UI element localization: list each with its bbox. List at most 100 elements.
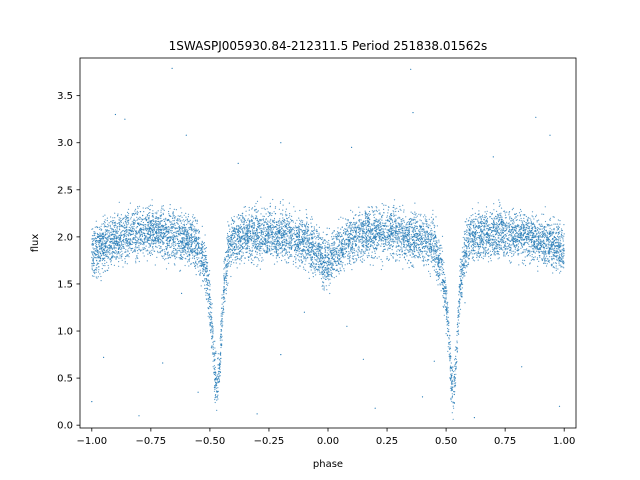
data-point [136,256,138,259]
data-point [125,249,127,251]
data-point [316,251,318,253]
data-point [379,222,381,225]
data-point [174,224,176,226]
data-point [437,284,439,286]
data-point [350,263,352,265]
data-point [114,242,116,245]
data-point [327,249,329,251]
data-point [195,241,197,243]
data-point [203,242,205,245]
data-point [318,226,320,228]
data-point [391,220,393,222]
data-point [138,205,141,207]
data-point [149,226,151,228]
data-point [158,223,160,225]
data-point [532,216,534,218]
data-point [338,251,340,254]
data-point [157,250,159,252]
data-point [359,241,361,243]
data-point [409,237,411,239]
data-point [498,232,500,234]
data-point [475,215,477,218]
data-point [121,255,123,258]
data-point [268,212,270,214]
data-point [198,242,200,245]
data-point [95,276,97,278]
data-point [148,215,150,217]
data-point [310,232,312,234]
data-point [437,278,439,281]
data-point [143,255,145,257]
data-point [383,228,385,230]
data-point [410,211,412,213]
data-point [296,247,299,249]
data-point [533,226,535,228]
data-point [161,207,163,209]
data-point [160,209,162,211]
data-point [278,226,280,229]
data-point [395,237,397,239]
data-point [549,224,551,227]
data-point [369,227,371,229]
data-point [432,213,434,215]
data-point [292,260,294,262]
data-point [526,219,528,221]
data-point [173,220,175,222]
data-point [184,234,186,236]
data-point [503,254,505,256]
data-point [170,246,172,248]
data-point [252,216,254,218]
data-point [428,250,430,252]
data-point [253,257,256,259]
data-point [389,237,391,239]
data-point [175,244,177,247]
data-point [499,213,501,215]
data-point [206,284,208,286]
data-point [214,388,216,390]
data-point [443,261,445,264]
data-point [155,243,157,245]
data-point [349,252,351,254]
data-point [551,234,553,236]
data-point [485,226,487,228]
data-point [399,239,401,241]
data-point [534,248,536,250]
data-point [549,227,551,229]
data-point [201,256,203,258]
data-point [241,251,243,253]
data-point [217,398,219,400]
data-point [520,210,522,212]
data-point [489,243,491,246]
data-point [95,254,97,257]
data-point [459,270,461,272]
data-point [438,258,440,260]
data-point [471,257,473,259]
data-point [228,255,230,257]
data-point [379,212,381,214]
data-point [122,217,124,219]
data-point [393,204,395,207]
data-point [326,263,328,265]
data-point [180,207,182,209]
data-point [412,253,414,255]
data-point [364,244,366,246]
data-point [330,270,332,272]
data-point [218,379,220,381]
data-point [483,232,485,234]
data-point [180,245,182,247]
data-point [274,207,276,209]
data-point [445,287,448,289]
data-point [389,224,391,226]
data-point [248,252,250,254]
data-point [265,219,267,221]
data-point [91,252,93,254]
data-point [479,238,481,241]
data-point [270,228,272,230]
data-point [110,252,112,254]
data-point [434,253,436,255]
data-point [440,257,442,259]
data-point [440,261,443,264]
data-point [427,263,430,266]
data-point [512,207,514,209]
data-point [395,229,397,231]
